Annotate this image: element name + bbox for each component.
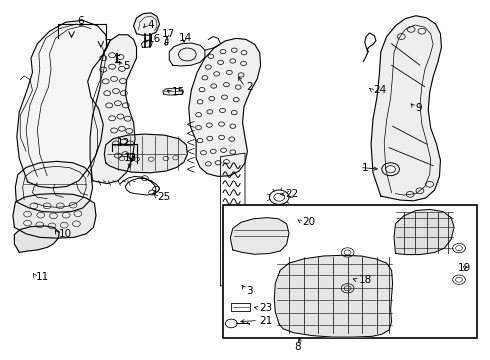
Text: 21: 21 bbox=[260, 316, 273, 326]
Polygon shape bbox=[15, 161, 93, 212]
Bar bbox=[223, 205, 477, 338]
Polygon shape bbox=[13, 194, 96, 238]
Polygon shape bbox=[371, 16, 441, 201]
Text: 5: 5 bbox=[123, 61, 129, 71]
Polygon shape bbox=[351, 276, 365, 285]
Polygon shape bbox=[163, 88, 183, 95]
Polygon shape bbox=[394, 210, 454, 255]
Text: 9: 9 bbox=[415, 103, 422, 113]
Polygon shape bbox=[14, 226, 59, 252]
Polygon shape bbox=[169, 43, 205, 66]
Text: 22: 22 bbox=[286, 189, 299, 199]
Text: 15: 15 bbox=[172, 87, 185, 97]
Text: 2: 2 bbox=[246, 82, 253, 92]
Polygon shape bbox=[284, 217, 299, 229]
Text: 7: 7 bbox=[104, 39, 111, 49]
Polygon shape bbox=[104, 134, 187, 173]
Text: 10: 10 bbox=[58, 229, 72, 239]
Text: 23: 23 bbox=[260, 303, 273, 313]
Polygon shape bbox=[274, 255, 392, 337]
Text: 16: 16 bbox=[148, 34, 162, 44]
Text: 12: 12 bbox=[117, 138, 130, 148]
Text: 18: 18 bbox=[358, 275, 371, 285]
Polygon shape bbox=[230, 218, 289, 254]
Text: 14: 14 bbox=[179, 33, 192, 42]
Polygon shape bbox=[189, 39, 261, 176]
Bar bbox=[231, 303, 250, 311]
Text: 19: 19 bbox=[458, 263, 471, 273]
Text: 1: 1 bbox=[362, 163, 369, 173]
Polygon shape bbox=[90, 35, 137, 184]
Text: 6: 6 bbox=[77, 17, 84, 27]
Text: 11: 11 bbox=[36, 272, 49, 282]
Polygon shape bbox=[17, 21, 107, 188]
Text: 8: 8 bbox=[294, 342, 301, 352]
Text: 24: 24 bbox=[373, 85, 387, 95]
Text: 3: 3 bbox=[246, 286, 253, 296]
Text: 20: 20 bbox=[302, 217, 315, 227]
Polygon shape bbox=[134, 13, 159, 35]
Polygon shape bbox=[142, 40, 152, 47]
Text: 17: 17 bbox=[162, 29, 175, 39]
Text: 13: 13 bbox=[123, 153, 137, 163]
Text: 4: 4 bbox=[147, 20, 154, 30]
Text: 25: 25 bbox=[157, 192, 171, 202]
